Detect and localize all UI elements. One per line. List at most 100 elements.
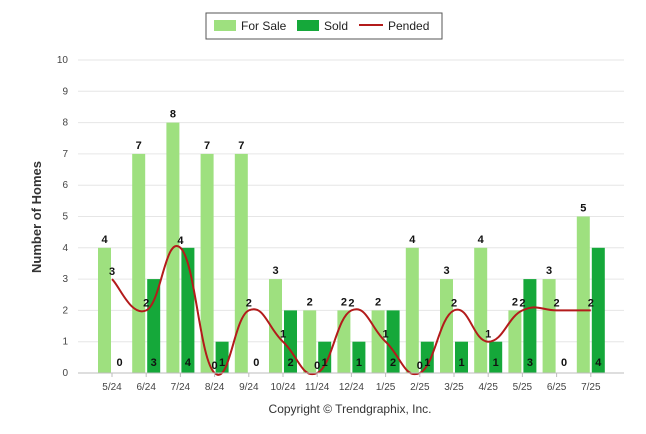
- y-tick-label: 1: [62, 337, 68, 348]
- data-label-for-sale: 2: [307, 296, 313, 308]
- data-label-for-sale: 4: [409, 234, 416, 246]
- copyright-credit: Copyright © Trendgraphix, Inc.: [269, 402, 432, 416]
- data-label-for-sale: 5: [580, 203, 586, 215]
- y-tick-label: 5: [62, 212, 68, 223]
- data-label-sold: 0: [253, 357, 259, 369]
- legend-label-pended: Pended: [388, 19, 429, 33]
- data-label-pended: 2: [519, 297, 525, 309]
- data-label-pended: 1: [485, 329, 491, 341]
- data-label-sold: 4: [595, 357, 602, 369]
- legend-swatch-sold: [297, 20, 319, 31]
- data-label-pended: 2: [143, 297, 149, 309]
- data-label-sold: 3: [151, 357, 157, 369]
- data-label-sold: 1: [424, 357, 430, 369]
- bar-for-sale: [474, 247, 488, 373]
- x-tick-label: 4/25: [478, 382, 498, 393]
- data-label-sold: 4: [185, 357, 192, 369]
- data-label-sold: 1: [356, 357, 362, 369]
- y-tick-label: 7: [62, 149, 68, 160]
- y-axis-title: Number of Homes: [29, 161, 44, 273]
- bar-for-sale: [371, 310, 385, 373]
- y-tick-label: 0: [62, 368, 68, 379]
- data-label-pended: 2: [588, 297, 594, 309]
- bar-sold: [523, 279, 537, 373]
- data-label-pended: 1: [280, 329, 286, 341]
- data-label-for-sale: 3: [546, 265, 552, 277]
- data-label-pended: 2: [246, 297, 252, 309]
- data-label-for-sale: 2: [341, 296, 347, 308]
- data-label-for-sale: 3: [272, 265, 278, 277]
- data-label-for-sale: 4: [478, 234, 485, 246]
- bar-for-sale: [303, 310, 317, 373]
- bar-sold: [352, 341, 366, 373]
- x-tick-label: 3/25: [444, 382, 464, 393]
- bar-for-sale: [132, 153, 146, 373]
- bar-for-sale: [508, 310, 522, 373]
- data-label-pended: 2: [451, 297, 457, 309]
- x-tick-label: 9/24: [239, 382, 259, 393]
- bar-sold: [386, 310, 400, 373]
- data-label-sold: 1: [322, 357, 328, 369]
- bar-sold: [455, 341, 468, 373]
- data-label-for-sale: 4: [101, 234, 108, 246]
- bar-sold: [284, 310, 297, 373]
- legend-label-sold: Sold: [324, 19, 348, 33]
- bar-for-sale: [269, 279, 282, 373]
- data-label-pended: 1: [383, 329, 389, 341]
- legend-box: [205, 12, 443, 40]
- y-tick-label: 4: [62, 243, 68, 254]
- data-label-pended: 2: [554, 297, 560, 309]
- legend-label-for-sale: For Sale: [241, 19, 287, 33]
- bar-sold: [215, 341, 229, 373]
- legend-swatch-for-sale: [214, 20, 236, 31]
- data-label-for-sale: 2: [512, 296, 518, 308]
- x-tick-label: 6/25: [547, 382, 567, 393]
- y-tick-label: 3: [62, 274, 68, 285]
- bar-for-sale: [200, 153, 214, 373]
- y-tick-label: 9: [62, 86, 68, 97]
- x-tick-label: 5/24: [102, 382, 122, 393]
- data-label-sold: 1: [493, 357, 499, 369]
- data-label-sold: 1: [219, 357, 225, 369]
- x-tick-label: 7/25: [581, 382, 601, 393]
- x-tick-label: 6/24: [136, 382, 156, 393]
- data-label-for-sale: 3: [443, 265, 449, 277]
- x-tick-label: 7/24: [171, 382, 191, 393]
- data-label-sold: 2: [390, 357, 396, 369]
- x-tick-label: 1/25: [376, 382, 396, 393]
- bar-sold: [318, 341, 332, 373]
- y-tick-label: 8: [62, 118, 68, 129]
- bar-sold: [147, 279, 161, 373]
- data-labels: 4073847170322121224131412330543240210210…: [101, 109, 602, 372]
- bar-for-sale: [440, 279, 453, 373]
- data-label-pended: 3: [109, 266, 115, 278]
- bar-sold: [489, 341, 503, 373]
- bar-sold: [591, 247, 605, 373]
- bar-sold: [420, 341, 434, 373]
- x-tick-label: 12/24: [339, 382, 364, 393]
- data-label-for-sale: 7: [204, 140, 210, 152]
- bar-for-sale: [98, 247, 111, 373]
- x-tick-label: 2/25: [410, 382, 430, 393]
- bar-for-sale: [576, 216, 590, 373]
- data-label-pended: 0: [417, 360, 423, 372]
- data-label-pended: 2: [348, 297, 354, 309]
- x-tick-label: 5/25: [513, 382, 533, 393]
- x-tick-label: 10/24: [270, 382, 295, 393]
- bar-for-sale: [234, 153, 248, 373]
- data-label-sold: 3: [527, 357, 533, 369]
- data-label-sold: 0: [116, 357, 122, 369]
- data-label-for-sale: 8: [170, 109, 176, 121]
- bar-for-sale: [542, 279, 556, 373]
- data-label-pended: 0: [314, 360, 320, 372]
- pended-line-layer: [111, 244, 591, 376]
- y-tick-label: 6: [62, 180, 68, 191]
- x-tick-label: 8/24: [205, 382, 225, 393]
- x-tick-label: 11/24: [305, 382, 330, 393]
- data-label-for-sale: 7: [136, 140, 142, 152]
- data-label-sold: 2: [287, 357, 293, 369]
- data-label-pended: 0: [212, 360, 218, 372]
- bar-for-sale: [405, 247, 419, 373]
